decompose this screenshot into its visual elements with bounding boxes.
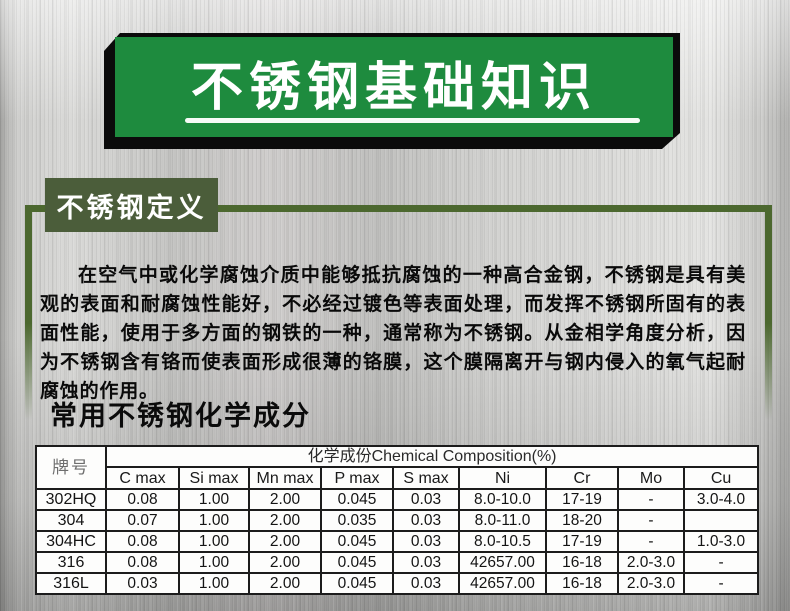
value-cell: 0.08	[105, 530, 180, 553]
value-cell: 0.03	[392, 551, 460, 574]
value-cell: 2.00	[248, 530, 322, 553]
value-cell: -	[682, 572, 760, 595]
column-header-cell: C max	[105, 466, 180, 490]
value-cell: 0.03	[392, 572, 460, 595]
grade-cell: 304HC	[35, 530, 107, 553]
grade-cell: 316	[35, 551, 107, 574]
value-cell: 0.03	[392, 530, 460, 553]
value-cell: 1.00	[178, 551, 250, 574]
value-cell: 8.0-11.0	[458, 509, 547, 532]
value-cell: 8.0-10.0	[458, 488, 547, 511]
group-header-cell: 化学成份Chemical Composition(%)	[104, 445, 760, 468]
value-cell: 17-19	[545, 530, 619, 553]
value-cell: 8.0-10.5	[458, 530, 547, 553]
page-title: 不锈钢基础知识	[190, 58, 597, 117]
definition-outline-left	[25, 205, 32, 420]
value-cell: 0.03	[392, 509, 460, 532]
value-cell: 16-18	[545, 572, 619, 595]
value-cell: 0.07	[105, 509, 180, 532]
value-cell: 3.0-4.0	[682, 488, 760, 511]
value-cell: 0.045	[320, 551, 394, 574]
table-header-row-2: C max Si max Mn max P max S max Ni Cr Mo Cu	[36, 466, 760, 490]
grade-cell: 316L	[35, 572, 107, 595]
value-cell: 0.03	[105, 572, 180, 595]
column-header-cell: Mn max	[248, 466, 322, 490]
value-cell: 1.00	[178, 509, 250, 532]
value-cell: 18-20	[545, 509, 619, 532]
value-cell: 1.00	[178, 572, 250, 595]
grade-cell: 304	[35, 509, 107, 532]
banner-underline	[185, 118, 640, 123]
definition-label-text: 不锈钢定义	[56, 192, 207, 223]
value-cell: 42657.00	[458, 572, 547, 595]
column-header-cell: S max	[392, 466, 460, 490]
value-cell: 2.00	[248, 488, 322, 511]
column-header-cell: Cr	[545, 466, 619, 490]
value-cell: -	[617, 530, 685, 553]
value-cell: 0.08	[105, 488, 180, 511]
definition-outline-right	[765, 205, 772, 420]
column-header-cell: Ni	[458, 466, 547, 490]
definition-paragraph: 在空气中或化学腐蚀介质中能够抵抗腐蚀的一种高合金钢，不锈钢是具有美观的表面和耐腐…	[40, 265, 746, 402]
value-cell: 0.045	[320, 530, 394, 553]
grade-header-cell: 牌号	[35, 445, 107, 490]
grade-cell: 302HQ	[35, 488, 107, 511]
table-row: 316 0.08 1.00 2.00 0.045 0.03 42657.00 16-18 2.0…	[35, 551, 760, 574]
value-cell	[682, 509, 760, 532]
composition-table-body: 牌号 化学成份Chemical Composition(%) C max Si m…	[35, 445, 760, 595]
value-cell: 2.00	[248, 572, 322, 595]
value-cell: 1.00	[178, 530, 250, 553]
value-cell: 0.08	[105, 551, 180, 574]
composition-heading: 常用不锈钢化学成分	[50, 401, 311, 431]
value-cell: 0.03	[392, 488, 460, 511]
value-cell: 16-18	[545, 551, 619, 574]
value-cell: 0.045	[320, 572, 394, 595]
value-cell: -	[682, 551, 760, 574]
table-row: 316L 0.03 1.00 2.00 0.045 0.03 42657.00 16-18 2.…	[35, 572, 760, 595]
value-cell: 2.00	[248, 509, 322, 532]
value-cell: -	[617, 509, 685, 532]
banner: 不锈钢基础知识	[115, 37, 673, 137]
value-cell: 1.00	[178, 488, 250, 511]
table-row: 304 0.07 1.00 2.00 0.035 0.03 8.0-11.0 18-20-	[35, 509, 760, 532]
value-cell: 0.045	[320, 488, 394, 511]
column-header-cell: P max	[320, 466, 394, 490]
composition-table: 牌号 化学成份Chemical Composition(%) C max Si m…	[35, 445, 760, 595]
definition-label: 不锈钢定义	[45, 178, 218, 232]
column-header-cell: Si max	[178, 466, 250, 490]
value-cell: 0.035	[320, 509, 394, 532]
column-header-cell: Cu	[682, 466, 760, 490]
table-row: 302HQ 0.08 1.00 2.00 0.045 0.03 8.0-10.0 17-19-…	[35, 488, 760, 511]
value-cell: 42657.00	[458, 551, 547, 574]
value-cell: 2.0-3.0	[617, 551, 685, 574]
value-cell: 2.00	[248, 551, 322, 574]
table-row: 304HC 0.08 1.00 2.00 0.045 0.03 8.0-10.5 17-19-…	[35, 530, 760, 553]
value-cell: 2.0-3.0	[617, 572, 685, 595]
value-cell: -	[617, 488, 685, 511]
value-cell: 17-19	[545, 488, 619, 511]
table-header-row-1: 牌号 化学成份Chemical Composition(%)	[35, 445, 760, 490]
column-header-cell: Mo	[617, 466, 685, 490]
value-cell: 1.0-3.0	[682, 530, 760, 553]
definition-outline-top	[25, 205, 772, 212]
